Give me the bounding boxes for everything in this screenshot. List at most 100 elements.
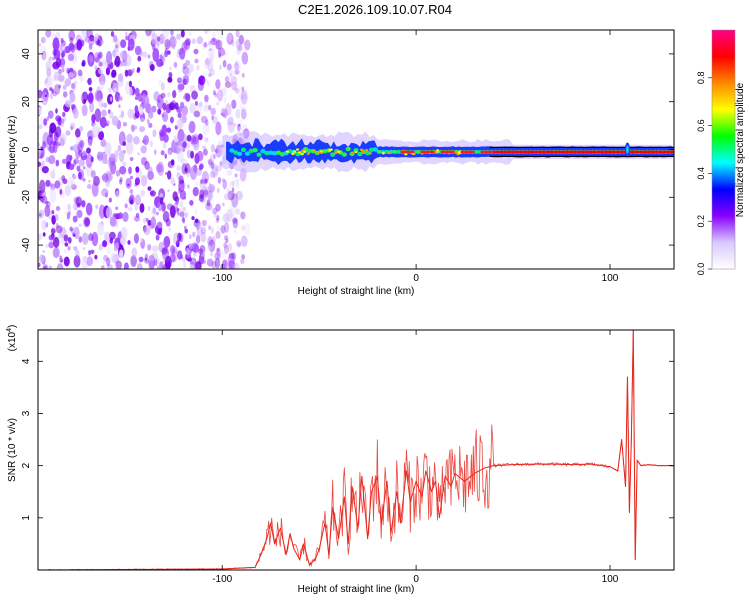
noise-blob [115,169,121,177]
signal-peak-blob [291,152,295,156]
snr-series-detail [38,330,674,570]
noise-blob [82,246,86,251]
noise-blob [224,76,230,83]
noise-blob [162,30,169,41]
noise-blob [157,228,162,236]
noise-blob [80,95,84,102]
noise-blob [189,165,197,180]
noise-blob [190,150,194,159]
noise-blob [136,262,143,269]
noise-blob [98,73,106,86]
signal-peak-blob [303,150,307,153]
noise-blob [127,108,135,119]
noise-blob [177,80,183,93]
noise-blob [172,90,177,99]
noise-blob [105,178,111,188]
noise-blob [73,107,79,119]
noise-blob [226,169,233,176]
noise-blob [82,150,87,156]
noise-blob [162,210,170,223]
noise-blob [168,71,173,79]
signal-core-blob [248,148,254,154]
colorbar-tick-label: 0.6 [696,119,706,132]
noise-blob [106,246,112,255]
noise-blob [187,184,190,189]
noise-blob [226,188,230,194]
noise-blob [129,175,134,180]
x-tick-label: 100 [602,574,619,585]
noise-blob [76,165,81,172]
noise-blob [223,108,228,119]
noise-blob [177,211,180,216]
noise-blob [207,190,212,200]
noise-blob [58,143,61,146]
noise-blob [126,133,133,143]
noise-blob [108,157,116,171]
noise-blob [162,142,167,149]
noise-blob [209,58,213,64]
spectrogram-signal-trace [222,130,674,174]
noise-blob [235,60,238,65]
noise-blob [55,57,62,68]
noise-blob [82,166,86,170]
noise-blob [99,81,105,90]
noise-blob [182,262,187,268]
noise-blob [98,243,104,251]
noise-blob [71,104,75,110]
noise-blob [52,91,57,97]
noise-blob [134,96,139,101]
noise-blob [81,200,86,208]
noise-blob [172,247,178,255]
noise-blob [203,148,208,156]
noise-blob [157,161,165,177]
signal-core-blob [345,146,351,152]
noise-blob [94,108,102,123]
noise-blob [200,249,205,258]
noise-blob [236,123,241,132]
noise-blob [226,63,232,71]
noise-blob [101,175,106,181]
signal-peak-blob [306,152,310,155]
noise-blob [49,92,54,100]
noise-blob [127,206,133,212]
noise-blob [235,208,240,215]
x-tick-label: 0 [413,574,419,585]
noise-blob [61,44,66,51]
noise-blob [239,118,244,125]
noise-blob [154,149,157,155]
noise-blob [88,43,93,50]
noise-blob [189,102,196,114]
noise-blob [235,179,239,183]
noise-blob [90,170,96,179]
noise-blob [164,262,168,266]
noise-blob [48,234,54,241]
noise-blob [76,39,83,51]
noise-blob [226,209,233,223]
noise-blob [182,65,190,75]
noise-blob [103,102,108,108]
noise-blob [140,174,148,187]
noise-blob [216,248,220,253]
noise-blob [144,160,150,170]
noise-blob [196,180,199,186]
y-tick-label: 1 [21,515,32,521]
noise-blob [124,53,132,67]
noise-blob [162,102,167,111]
noise-blob [104,231,111,241]
noise-blob [142,135,149,146]
noise-blob [41,160,46,166]
noise-blob [241,254,246,260]
noise-blob [209,171,216,179]
noise-blob [232,80,236,85]
noise-blob [61,50,66,58]
noise-blob [38,144,42,158]
signal-peak-blob [300,152,304,156]
noise-blob [115,206,119,211]
noise-blob [208,40,212,46]
noise-blob [115,260,122,269]
noise-blob [73,255,81,268]
noise-blob [182,206,186,212]
noise-blob [73,246,78,251]
noise-blob [152,92,158,101]
noise-blob [216,101,220,106]
